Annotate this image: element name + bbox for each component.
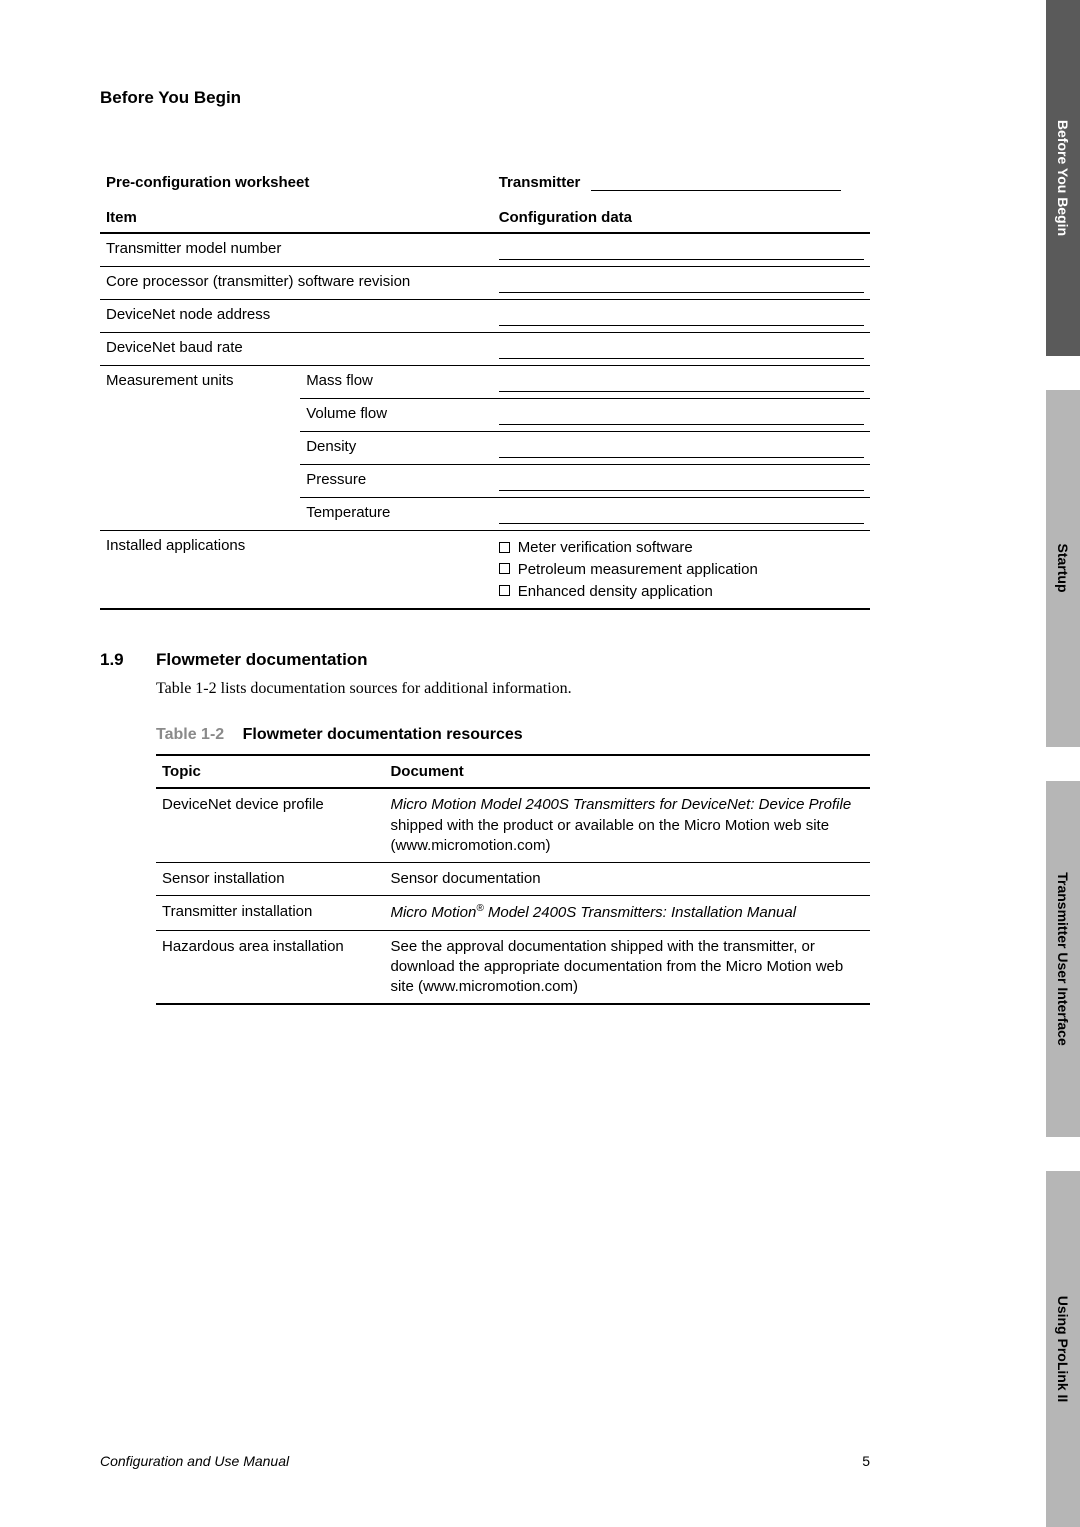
opt-petroleum: Petroleum measurement application [518,561,758,578]
transmitter-field-cell: Transmitter [493,168,870,199]
blank-input[interactable] [499,409,864,425]
unit-mass-flow: Mass flow [300,366,493,399]
worksheet-title: Pre-configuration worksheet [100,168,493,199]
row-measurement-units: Measurement units [100,366,300,531]
tab-startup[interactable]: Startup [1046,390,1080,780]
section-title: Flowmeter documentation [156,650,368,670]
section-number: 1.9 [100,650,156,670]
footer-page-number: 5 [862,1453,870,1469]
checkbox-icon[interactable] [499,585,510,596]
transmitter-blank[interactable] [591,177,841,191]
topic-transmitter-install: Transmitter installation [156,896,384,930]
preconfig-worksheet-table: Pre-configuration worksheet Transmitter … [100,168,870,610]
chapter-heading: Before You Begin [100,88,870,108]
row-transmitter-model: Transmitter model number [100,233,493,267]
opt-enhanced-density: Enhanced density application [518,583,713,600]
tab-transmitter-ui[interactable]: Transmitter User Interface [1046,781,1080,1171]
row-installed-apps: Installed applications [100,531,493,610]
checkbox-icon[interactable] [499,563,510,574]
table-label: Table 1-2 [156,726,224,743]
blank-input[interactable] [499,244,864,260]
transmitter-label: Transmitter [499,174,581,191]
page-footer: Configuration and Use Manual 5 [100,1453,870,1469]
unit-density: Density [300,432,493,465]
col-topic: Topic [156,755,384,788]
doc-devicenet-profile: Micro Motion Model 2400S Transmitters fo… [384,788,870,862]
installed-apps-options: Meter verification software Petroleum me… [493,531,870,610]
section-heading: 1.9 Flowmeter documentation [100,650,870,670]
row-devicenet-baud: DeviceNet baud rate [100,333,493,366]
row-core-processor: Core processor (transmitter) software re… [100,267,493,300]
blank-input[interactable] [499,475,864,491]
table-title: Flowmeter documentation resources [243,726,523,743]
opt-meter-verification: Meter verification software [518,539,693,556]
tab-using-prolink[interactable]: Using ProLink II [1046,1171,1080,1527]
doc-transmitter-install: Micro Motion® Model 2400S Transmitters: … [384,896,870,930]
col-document: Document [384,755,870,788]
col-item: Item [100,199,493,233]
topic-hazardous-install: Hazardous area installation [156,930,384,1004]
topic-devicenet-profile: DeviceNet device profile [156,788,384,862]
blank-input[interactable] [499,376,864,392]
blank-input[interactable] [499,277,864,293]
unit-temperature: Temperature [300,498,493,531]
footer-manual-title: Configuration and Use Manual [100,1453,289,1469]
blank-input[interactable] [499,343,864,359]
blank-input[interactable] [499,508,864,524]
row-devicenet-node: DeviceNet node address [100,300,493,333]
unit-volume-flow: Volume flow [300,399,493,432]
tab-before-you-begin[interactable]: Before You Begin [1046,0,1080,390]
blank-input[interactable] [499,310,864,326]
topic-sensor-install: Sensor installation [156,863,384,896]
page-content: Before You Begin Pre-configuration works… [0,0,970,1065]
doc-hazardous-install: See the approval documentation shipped w… [384,930,870,1004]
blank-input[interactable] [499,442,864,458]
flowmeter-doc-table: Topic Document DeviceNet device profile … [156,754,870,1005]
unit-pressure: Pressure [300,465,493,498]
table-caption: Table 1-2 Flowmeter documentation resour… [156,726,870,744]
side-tabs: Before You Begin Startup Transmitter Use… [1046,0,1080,1527]
checkbox-icon[interactable] [499,542,510,553]
section-body: Table 1-2 lists documentation sources fo… [156,680,870,698]
doc-sensor-install: Sensor documentation [384,863,870,896]
col-config-data: Configuration data [493,199,870,233]
